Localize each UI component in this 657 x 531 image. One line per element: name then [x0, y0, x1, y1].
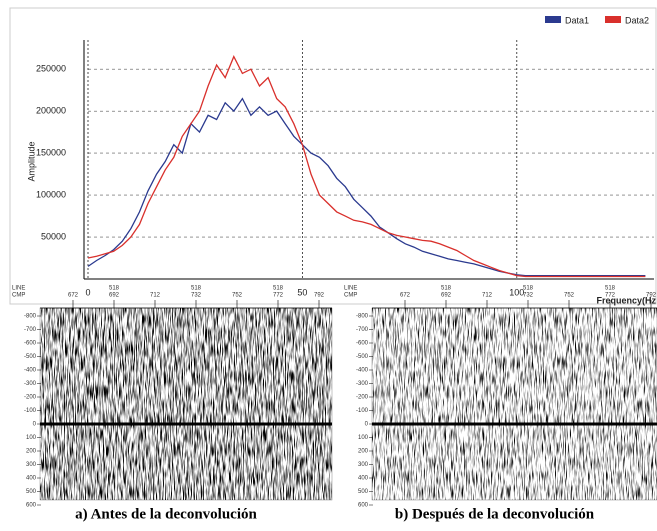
- y-tick-label: 250000: [36, 64, 66, 74]
- seismic-noise: [40, 308, 332, 500]
- depth-label: -200: [24, 395, 37, 401]
- cmp-label-value: 792: [646, 293, 657, 299]
- depth-label: 500: [358, 489, 369, 495]
- cmp-label-value: 752: [232, 293, 243, 299]
- cmp-label-value: 692: [441, 293, 452, 299]
- cmp-label-value: 712: [150, 293, 161, 299]
- depth-label: -500: [24, 354, 37, 360]
- cmp-label-value: 732: [523, 293, 534, 299]
- depth-label: -800: [24, 314, 37, 320]
- depth-label: 200: [358, 449, 369, 455]
- depth-label: -600: [24, 341, 37, 347]
- depth-label: 400: [358, 476, 369, 482]
- legend-label: Data1: [565, 15, 589, 25]
- depth-label: 100: [26, 435, 37, 441]
- depth-label: -800: [356, 314, 369, 320]
- cmp-label-value: 772: [273, 293, 284, 299]
- depth-label: 0: [365, 422, 369, 428]
- depth-label: 600: [358, 503, 369, 509]
- depth-label: -200: [356, 395, 369, 401]
- seismic-reflector: [40, 423, 332, 426]
- panel-caption: a) Antes de la deconvolución: [75, 506, 257, 522]
- cmp-label: CMP: [344, 293, 357, 299]
- y-tick-label: 50000: [41, 231, 66, 241]
- seismic-noise: [372, 308, 657, 500]
- depth-label: -700: [356, 327, 369, 333]
- depth-label: -100: [24, 408, 37, 414]
- x-tick-label: 50: [297, 287, 307, 297]
- line-label-value: 518: [441, 286, 452, 292]
- depth-label: -600: [356, 341, 369, 347]
- line-label-value: 518: [273, 286, 284, 292]
- y-tick-label: 200000: [36, 106, 66, 116]
- line-label-value: 518: [109, 286, 120, 292]
- legend-swatch: [605, 16, 621, 23]
- depth-label: 300: [26, 462, 37, 468]
- line-label-value: 518: [191, 286, 202, 292]
- depth-label: 200: [26, 449, 37, 455]
- x-tick-label: 0: [85, 287, 90, 297]
- depth-label: 600: [26, 503, 37, 509]
- cmp-label: CMP: [12, 293, 25, 299]
- cmp-label-value: 692: [109, 293, 120, 299]
- cmp-label-value: 732: [191, 293, 202, 299]
- depth-label: -300: [24, 381, 37, 387]
- line-label-value: 518: [523, 286, 534, 292]
- y-tick-label: 150000: [36, 147, 66, 157]
- depth-label: -300: [356, 381, 369, 387]
- cmp-label-value: 772: [605, 293, 616, 299]
- figure: 50000100000150000200000250000050100Ampli…: [0, 0, 657, 526]
- depth-label: -400: [24, 368, 37, 374]
- depth-label: -700: [24, 327, 37, 333]
- depth-label: 300: [358, 462, 369, 468]
- cmp-label-value: 672: [400, 293, 411, 299]
- depth-label: 500: [26, 489, 37, 495]
- depth-label: -400: [356, 368, 369, 374]
- depth-label: 100: [358, 435, 369, 441]
- legend-swatch: [545, 16, 561, 23]
- line-label-value: 518: [605, 286, 616, 292]
- y-axis-label: Amplitude: [26, 141, 36, 181]
- depth-label: -100: [356, 408, 369, 414]
- cmp-label-value: 752: [564, 293, 575, 299]
- depth-label: 0: [33, 422, 37, 428]
- cmp-label-value: 712: [482, 293, 493, 299]
- seismic-reflector: [372, 423, 657, 426]
- panel-caption: b) Después de la deconvolución: [395, 506, 595, 522]
- chart-frame: [10, 8, 656, 304]
- cmp-label-value: 792: [314, 293, 325, 299]
- depth-label: 400: [26, 476, 37, 482]
- line-label: LINE: [344, 286, 357, 292]
- depth-label: -500: [356, 354, 369, 360]
- line-label: LINE: [12, 286, 25, 292]
- legend-label: Data2: [625, 15, 649, 25]
- page: {"chart_data": {"type": "line", "y_label…: [0, 0, 657, 531]
- y-tick-label: 100000: [36, 189, 66, 199]
- cmp-label-value: 672: [68, 293, 79, 299]
